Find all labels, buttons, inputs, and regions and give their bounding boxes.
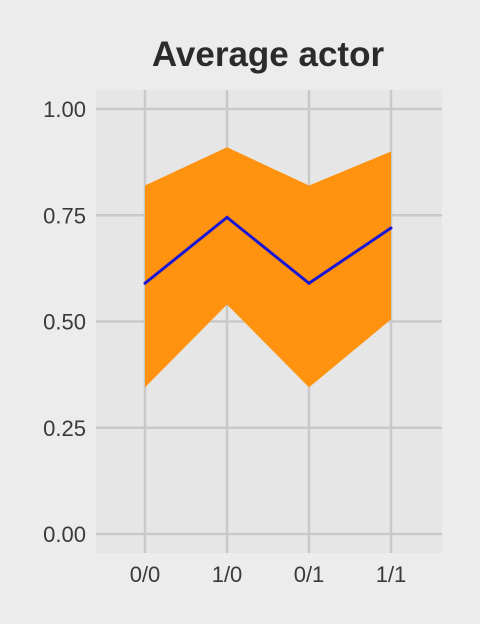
- mean-line: [144, 215, 392, 286]
- x-tick-label: 1/1: [376, 562, 407, 587]
- mean-point: [389, 226, 393, 230]
- y-tick-label: 0.75: [43, 203, 86, 228]
- x-tick-label: 0/0: [130, 562, 161, 587]
- x-tick-labels: 0/0 1/0 0/1 1/1: [130, 562, 407, 587]
- y-tick-labels: 0.00 0.25 0.50 0.75 1.00: [43, 97, 86, 547]
- x-tick-label: 1/0: [212, 562, 243, 587]
- y-tick-label: 1.00: [43, 97, 86, 122]
- mean-point: [307, 281, 311, 285]
- confidence-band-layer: [145, 147, 391, 388]
- y-tick-label: 0.00: [43, 522, 86, 547]
- chart-title: Average actor: [152, 35, 385, 74]
- mean-point: [143, 281, 147, 285]
- mean-point: [225, 215, 229, 219]
- y-tick-label: 0.25: [43, 416, 86, 441]
- y-tick-label: 0.50: [43, 310, 86, 335]
- mean-line-layer: [143, 215, 393, 286]
- x-tick-label: 0/1: [294, 562, 325, 587]
- confidence-band: [145, 147, 391, 388]
